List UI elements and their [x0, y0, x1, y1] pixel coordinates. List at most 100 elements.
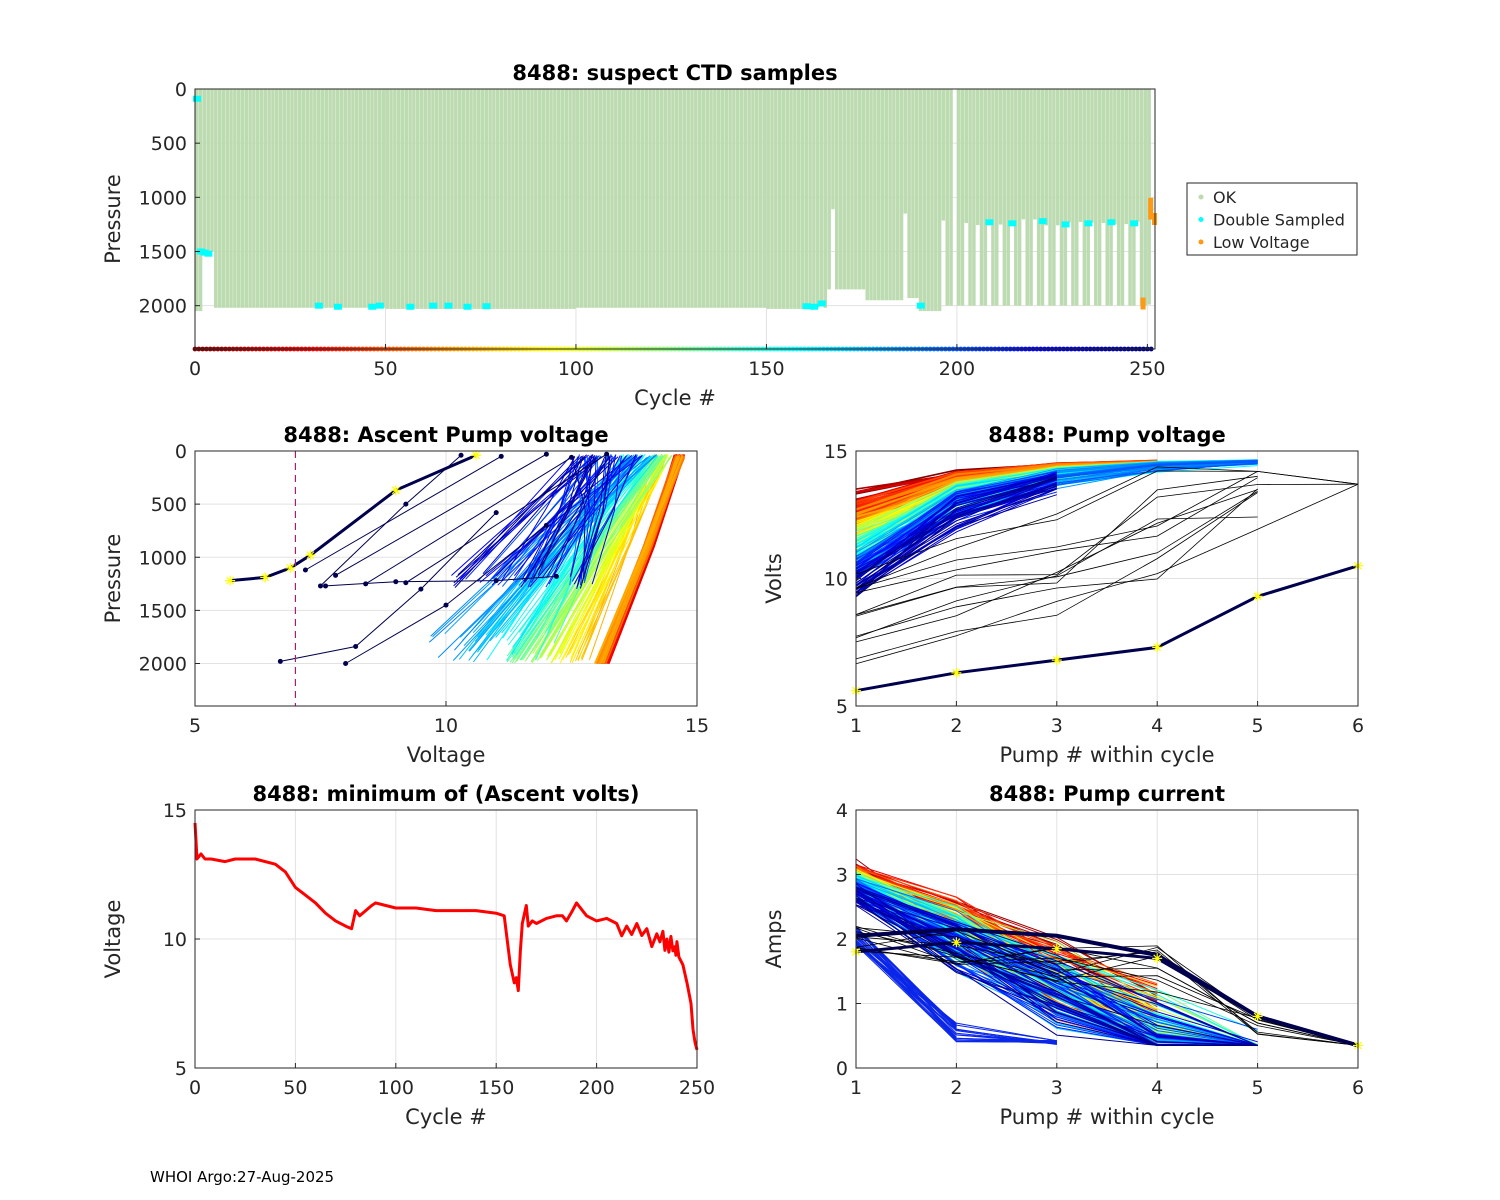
ok-bar [606, 89, 610, 308]
ok-bar [690, 89, 694, 308]
ok-bar [934, 89, 938, 312]
ascent-profile-line [520, 456, 657, 661]
pump-current-line [855, 894, 1258, 1046]
y-tick-label: 1000 [139, 547, 187, 569]
ok-bar [412, 89, 416, 309]
ok-bar [1040, 89, 1045, 306]
ok-bar [305, 89, 309, 308]
ok-bar [975, 89, 980, 226]
ascent-profile-line [536, 455, 668, 662]
legend-label: OK [1213, 188, 1237, 207]
ascent-profile-line [452, 455, 651, 661]
steep-drop-lines [855, 926, 1057, 1045]
ok-bar [755, 89, 759, 308]
ok-bar [751, 89, 755, 308]
ascent-profile-line [591, 455, 622, 585]
x-tick-label: 10 [434, 715, 458, 737]
late-cycle-point [403, 501, 409, 507]
footer-text: WHOI Argo:27-Aug-2025 [150, 1168, 334, 1186]
late-cycle-point [553, 573, 559, 579]
double-sampled-point [204, 250, 213, 257]
ascent-profile-line [518, 455, 640, 586]
ok-bar [263, 89, 268, 308]
ok-bar [400, 89, 405, 309]
marker-star [390, 485, 401, 496]
ok-bar [259, 89, 264, 308]
y-tick-label: 3 [836, 865, 848, 887]
y-tick-label: 10 [163, 929, 187, 951]
ok-bar [796, 89, 801, 309]
ctd-chart: 0 50 100 150 200 250 0 500 1000 1500 2000 8488: sus… [101, 61, 1166, 410]
ok-bar [457, 89, 462, 309]
late-cycle-point [318, 583, 323, 589]
ok-bar [713, 89, 717, 308]
ok-bar [549, 89, 553, 309]
ok-bar [320, 89, 325, 308]
ascent-profiles [428, 453, 686, 664]
ok-bar [591, 89, 595, 308]
ok-bar [381, 89, 386, 308]
ok-bar [530, 89, 534, 309]
ok-bar [252, 89, 256, 308]
late-cycle-line [855, 950, 1359, 1046]
y-tick-label: 5 [836, 696, 848, 718]
ok-bar [473, 89, 477, 309]
double-sampled-point [368, 303, 377, 310]
ok-bar [1014, 89, 1018, 306]
x-axis-label: Pump # within cycle [1000, 743, 1215, 767]
late-cycle-line [855, 491, 1258, 616]
double-sampled-point [802, 303, 811, 310]
ok-bar [309, 89, 313, 308]
ok-bar [675, 89, 679, 308]
ok-bar [393, 89, 397, 309]
double-sampled-point [429, 302, 438, 309]
ok-bar [503, 89, 508, 309]
ok-bar [374, 89, 378, 308]
ok-bar [899, 89, 904, 301]
x-tick-label: 0 [189, 358, 201, 380]
ok-bar [1078, 89, 1083, 222]
ok-bar [945, 89, 949, 306]
late-cycle-line [405, 453, 607, 584]
ascent-profile-line [485, 455, 633, 577]
ok-bar [968, 89, 972, 306]
ascent-profile-line [457, 454, 588, 576]
ok-bar [663, 89, 668, 308]
ok-bar [835, 89, 839, 290]
ok-bar [1055, 89, 1060, 226]
ok-bar [595, 89, 599, 308]
ok-bar [884, 89, 889, 301]
min-voltage-line [193, 822, 699, 1051]
ok-bar [629, 89, 633, 308]
ok-bar [541, 89, 546, 309]
ascent-profile-line [576, 455, 597, 590]
pump-voltage-line [855, 488, 1057, 586]
x-tick-label: 150 [478, 1077, 514, 1099]
steep-drop-line [855, 941, 1057, 1043]
pump-voltage-line [855, 478, 1057, 575]
ok-bar [553, 89, 557, 309]
ok-bar [389, 89, 393, 309]
ok-bar [450, 89, 454, 309]
ok-bar [370, 89, 374, 308]
ascent-profile-line [465, 456, 582, 580]
ok-bar [507, 89, 511, 309]
ok-bar [1128, 89, 1132, 306]
ok-bar [678, 89, 683, 308]
ok-bar [358, 89, 363, 308]
ok-bar [804, 89, 809, 308]
ok-bar [484, 89, 489, 309]
double-sampled-point [916, 302, 925, 309]
x-tick-label: 150 [748, 358, 784, 380]
late-cycle-line [855, 471, 1258, 589]
marker-star [1152, 642, 1163, 653]
ok-bar [633, 89, 637, 308]
low-voltage-point [1148, 197, 1154, 210]
x-axis-label: Cycle # [405, 1105, 487, 1129]
ok-bar [423, 89, 428, 309]
marker-star [1152, 953, 1163, 964]
late-cycle-point [493, 510, 499, 516]
x-tick-label: 6 [1352, 715, 1364, 737]
marker-star [260, 572, 271, 583]
ascent-profile-line [472, 455, 652, 656]
